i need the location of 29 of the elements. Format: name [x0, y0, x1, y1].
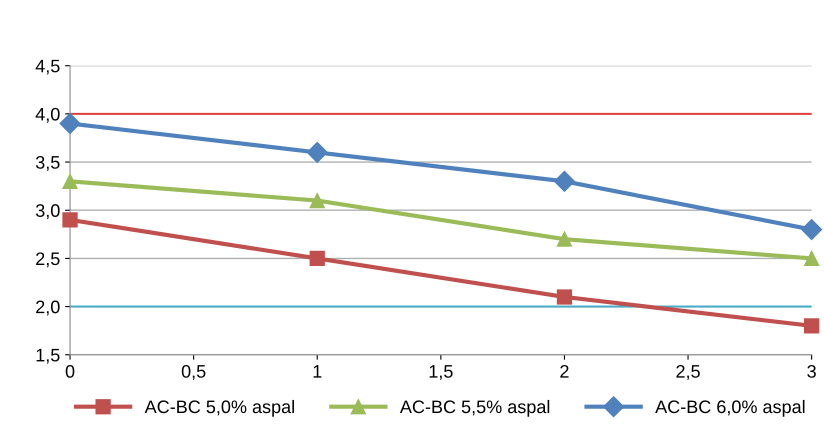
point — [556, 232, 572, 247]
y-tick-label: 2,5 — [36, 252, 60, 268]
x-tick-label: 0 — [66, 364, 74, 378]
point — [62, 212, 78, 228]
x-tick-label: 0,5 — [182, 364, 206, 380]
legend-label: AC-BC 6,0% aspal — [655, 400, 804, 417]
point — [804, 250, 820, 266]
y-tick-label: 3,5 — [36, 156, 60, 171]
point — [801, 218, 822, 240]
y-tick-label: 2,0 — [36, 300, 60, 316]
y-tick-label: 4,0 — [36, 108, 60, 123]
x-tick-label: 1,5 — [430, 365, 453, 380]
legend-label: AC-BC 5,0% aspal — [144, 400, 294, 417]
point — [556, 289, 572, 305]
x-tick-label: 2 — [560, 364, 569, 378]
y-tick-label: 3,0 — [36, 204, 60, 220]
y-tick-label: 1,5 — [36, 348, 60, 364]
x-tick-label: 2,5 — [676, 364, 700, 380]
x-tick-label: 1 — [314, 365, 322, 378]
y-tick-label: 4,5 — [36, 60, 60, 75]
legend-label: AC-BC 5,5% aspal — [400, 400, 550, 417]
point — [62, 174, 78, 189]
point — [306, 142, 328, 163]
point — [804, 318, 820, 334]
point — [310, 250, 325, 266]
point — [310, 192, 325, 208]
x-tick-label: 3 — [807, 364, 816, 378]
point — [554, 170, 575, 192]
point — [60, 113, 81, 134]
